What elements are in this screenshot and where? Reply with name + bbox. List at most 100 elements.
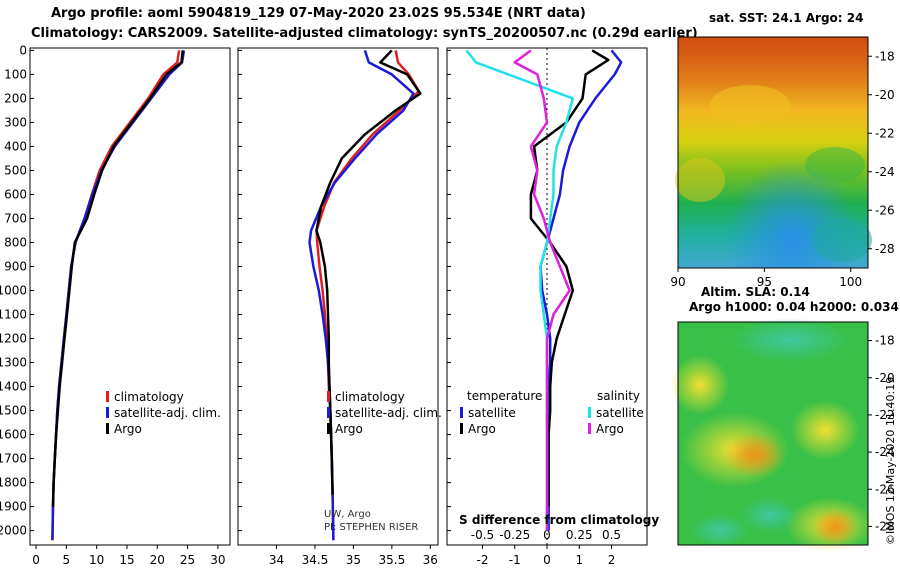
x-tick-label-salinity: -0.25	[499, 528, 530, 542]
legend-label-satellite: satellite-adj. clim.	[114, 406, 221, 420]
x-tick-label: 34	[269, 553, 284, 567]
legend-swatch-climatology	[106, 391, 109, 402]
legend-label-satellite: satellite-adj. clim.	[335, 406, 442, 420]
legend-label-temp-argo: Argo	[468, 422, 496, 436]
sla-map-image	[670, 318, 875, 553]
salinity-legend: climatology satellite-adj. clim. Argo	[327, 390, 442, 436]
x-tick-label-salinity: 0	[543, 528, 551, 542]
figure-title-line1: Argo profile: aoml 5904819_129 07-May-20…	[51, 6, 586, 21]
map-y-tick-label: -24	[875, 445, 895, 459]
map-x-tick-label: 95	[757, 275, 772, 289]
legend-swatch-sal-satellite	[588, 407, 591, 418]
x-tick-label: 35	[346, 553, 361, 567]
salinity-series	[308, 49, 422, 541]
y-tick-label: 1000	[0, 283, 27, 297]
x-tick-label: 0	[32, 553, 40, 567]
map-y-tick-label: -26	[875, 203, 895, 217]
temperature-legend: climatology satellite-adj. clim. Argo	[106, 390, 221, 436]
legend-label-argo: Argo	[114, 422, 142, 436]
figure-title-line2: Climatology: CARS2009. Satellite-adjuste…	[31, 26, 698, 41]
sst-map-x-ticks: 90 95 100	[670, 268, 862, 289]
legend-label-climatology: climatology	[114, 390, 184, 404]
map-y-tick-label: -20	[875, 371, 895, 385]
legend-title-salinity: salinity	[597, 389, 640, 403]
y-tick-label: 1900	[0, 500, 27, 514]
y-tick-label: 200	[4, 91, 27, 105]
x-tick-label: 15	[119, 553, 134, 567]
legend-swatch-climatology	[327, 391, 330, 402]
sla-map-title-line1: Altim. SLA: 0.14	[701, 285, 810, 299]
x-tick-label-temperature: 2	[608, 553, 616, 567]
y-tick-label: 700	[4, 211, 27, 225]
y-tick-label: 0	[19, 43, 27, 57]
map-y-tick-label: -22	[875, 408, 895, 422]
series-line-argo	[51, 50, 184, 507]
legend-label-sal-satellite: satellite	[596, 406, 644, 420]
depth-tick-labels: 0 100 200 300 400 500 600 700 800 900 1000 1100 1200…	[0, 43, 451, 538]
x-tick-label-temperature: -2	[476, 553, 488, 567]
x-tick-label: 25	[180, 553, 195, 567]
x-tick-label: 30	[210, 553, 225, 567]
y-tick-label: 100	[4, 67, 27, 81]
x-tick-label-salinity: 0.5	[602, 528, 621, 542]
sla-map-y-ticks: -18 -20 -22 -24 -26 -28	[868, 334, 895, 533]
series-line-climatology	[51, 50, 181, 541]
legend-swatch-satellite	[106, 407, 109, 418]
x-tick-label-temperature: 1	[575, 553, 583, 567]
y-tick-label: 1200	[0, 332, 27, 346]
temperature-series	[51, 50, 186, 541]
x-tick-label-salinity: 0.25	[566, 528, 593, 542]
sst-map-frame	[677, 36, 869, 269]
legend-swatch-satellite	[327, 407, 330, 418]
legend-swatch-temp-satellite	[460, 407, 463, 418]
map-y-tick-label: -18	[875, 49, 895, 63]
series-line-satellite-adj-clim-	[51, 50, 186, 541]
sst-map-title: sat. SST: 24.1 Argo: 24	[709, 11, 863, 25]
map-y-tick-label: -28	[875, 519, 895, 533]
salinity-plot-frame	[237, 47, 439, 546]
y-tick-label: 400	[4, 139, 27, 153]
x-tick-label: 20	[150, 553, 165, 567]
y-tick-label: 1500	[0, 404, 27, 418]
temperature-plot-frame	[29, 47, 231, 546]
legend-label-temp-satellite: satellite	[468, 406, 516, 420]
series-line-temperature-satellite	[539, 49, 623, 531]
x-tick-label-temperature: -1	[509, 553, 521, 567]
x-tick-label: 10	[89, 553, 104, 567]
series-line-temperature-argo	[529, 49, 610, 507]
x-tick-label: 36	[423, 553, 438, 567]
series-line-salinity-argo	[513, 49, 571, 531]
y-tick-label: 1300	[0, 356, 27, 370]
y-tick-label: 1400	[0, 380, 27, 394]
y-tick-label: 1800	[0, 476, 27, 490]
y-tick-label: 800	[4, 235, 27, 249]
legend-swatch-sal-argo	[588, 423, 591, 434]
legend-swatch-temp-argo	[460, 423, 463, 434]
legend-label-sal-argo: Argo	[596, 422, 624, 436]
map-y-tick-label: -24	[875, 165, 895, 179]
difference-xlabel: S difference from climatology	[459, 513, 659, 527]
map-x-tick-label: 90	[670, 275, 685, 289]
series-line-satellite-adj-clim-	[308, 50, 415, 541]
difference-x-ticks: -2 -1 0 1 2 -0.5 -0.25 0 0.25 0.5	[471, 528, 621, 567]
y-tick-label: 1600	[0, 428, 27, 442]
x-tick-label: 34.5	[302, 553, 329, 567]
sla-map-frame	[677, 321, 869, 546]
map-x-tick-label: 100	[839, 275, 862, 289]
y-tick-label: 2000	[0, 524, 27, 538]
difference-legend: temperature salinity satellite Argo sate…	[460, 389, 644, 436]
y-tick-label: 500	[4, 163, 27, 177]
map-y-tick-label: -28	[875, 242, 895, 256]
salinity-annotation-uw: UW, Argo	[324, 509, 371, 520]
legend-label-climatology: climatology	[335, 390, 405, 404]
y-tick-label: 1700	[0, 452, 27, 466]
salinity-x-ticks: 34 34.5 35 35.5 36	[269, 545, 438, 567]
map-y-tick-label: -20	[875, 88, 895, 102]
series-line-argo	[315, 49, 422, 495]
temperature-x-ticks: 0 5 10 15 20 25 30	[32, 545, 226, 567]
x-tick-label-salinity: -0.5	[471, 528, 494, 542]
copyright-footer: ©IMOS 12-May-2020 11:40:19	[884, 377, 897, 545]
x-tick-label: 35.5	[378, 553, 405, 567]
map-y-tick-label: -22	[875, 126, 895, 140]
series-line-salinity-satellite	[465, 49, 575, 531]
